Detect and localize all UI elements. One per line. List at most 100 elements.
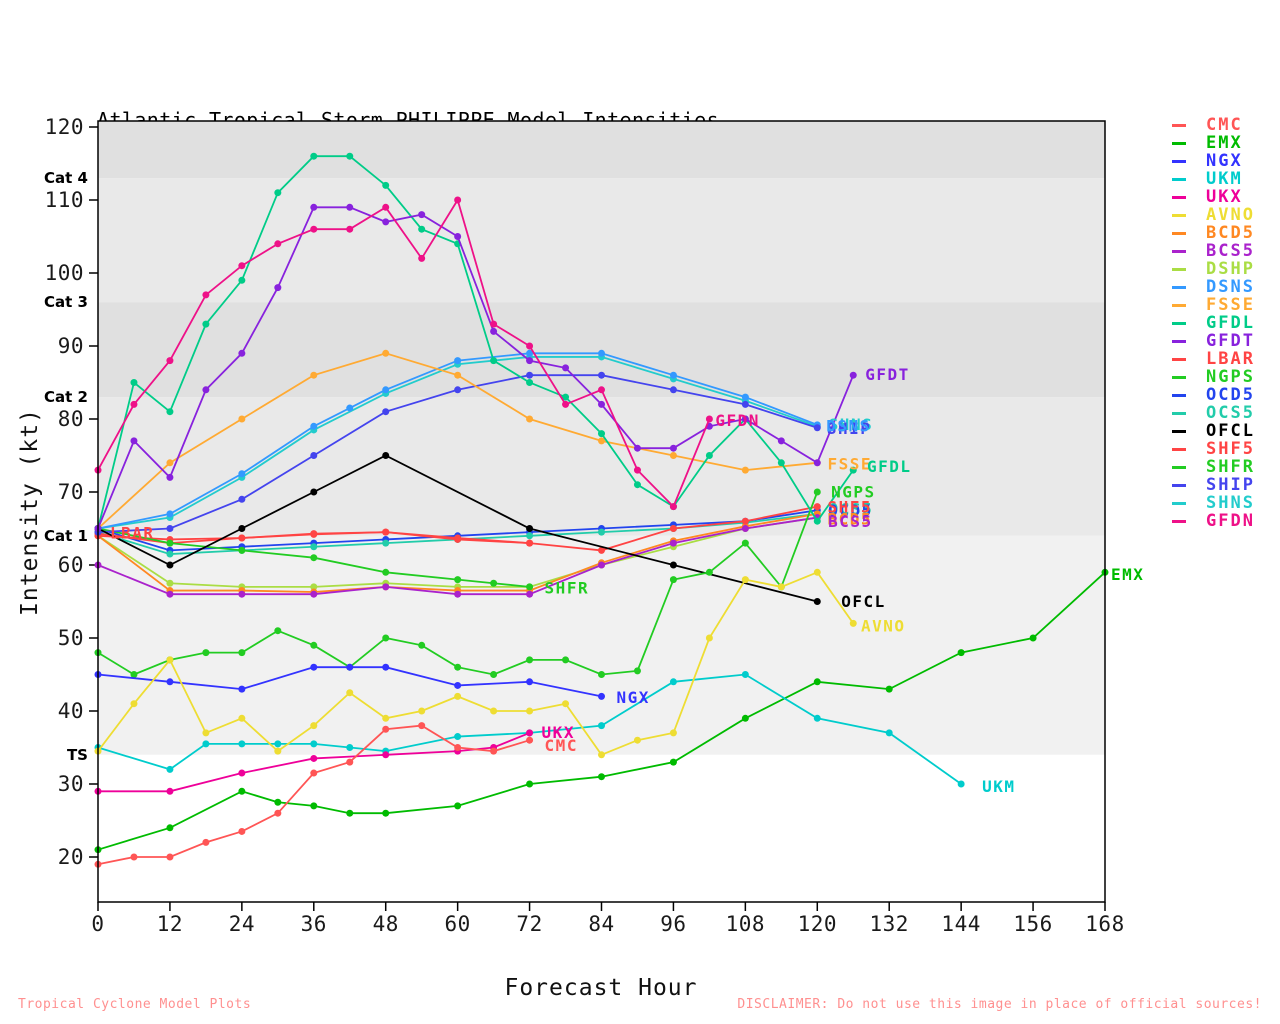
series-point-BCS5	[238, 590, 246, 598]
series-point-AVNO	[526, 707, 534, 715]
series-point-DSNS	[598, 349, 605, 357]
series-point-OFCL	[526, 525, 534, 532]
legend-label: GFDL	[1206, 313, 1255, 333]
x-tick-label: 156	[1013, 912, 1052, 936]
legend-line-swatch-icon	[1172, 357, 1186, 361]
series-point-LBAR	[454, 534, 462, 542]
series-point-LBAR	[382, 528, 390, 536]
legend-line-swatch-icon	[1172, 429, 1186, 433]
legend-label: NGX	[1206, 151, 1243, 171]
series-point-NGPS	[705, 568, 713, 576]
series-point-AVNO	[238, 714, 246, 722]
series-point-SHFR	[382, 568, 390, 576]
series-point-OCS5	[382, 539, 390, 547]
series-point-OCS5	[598, 528, 605, 536]
series-point-EMX	[813, 678, 821, 686]
legend-line-swatch-icon	[1172, 213, 1186, 217]
series-point-AVNO	[454, 692, 462, 700]
series-point-OFCL	[310, 488, 318, 496]
series-point-EMX	[741, 714, 749, 722]
series-point-GFDT	[633, 444, 641, 452]
series-point-SHIP	[454, 386, 462, 394]
series-point-AVNO	[346, 689, 354, 697]
series-point-GFDL	[202, 320, 210, 328]
legend-line-swatch-icon	[1172, 249, 1186, 253]
line-label-OCS5: OCS5	[829, 500, 874, 519]
series-point-EMX	[885, 685, 893, 693]
series-point-AVNO	[274, 747, 282, 755]
series-point-BCS5	[669, 539, 677, 547]
series-point-SHF5	[669, 525, 677, 532]
series-point-GFDT	[741, 415, 749, 423]
series-point-EMX	[238, 787, 246, 795]
series-point-AVNO	[562, 700, 570, 708]
line-label-GFDN: GFDN	[715, 411, 760, 430]
x-tick-label: 132	[869, 912, 908, 936]
category-band-cat2	[98, 302, 1105, 398]
series-point-GFDN	[526, 342, 534, 350]
series-point-GFDN	[633, 466, 641, 474]
series-point-GFDT	[777, 437, 785, 445]
series-point-NGPS	[490, 671, 498, 678]
category-band-cat1	[98, 397, 1105, 536]
legend-line-swatch-icon	[1172, 411, 1186, 415]
series-point-SHIP	[598, 371, 605, 379]
series-point-OCS5	[526, 532, 534, 540]
series-point-CMC	[490, 747, 498, 755]
series-point-FSSE	[310, 371, 318, 379]
x-tick-label: 36	[301, 912, 327, 936]
series-point-GFDL	[633, 481, 641, 489]
series-point-UKM	[274, 740, 282, 748]
legend-item-AVNO: AVNO	[1168, 205, 1255, 225]
series-point-DSNS	[310, 422, 318, 430]
series-point-GFDT	[238, 349, 246, 357]
legend-item-CMC: CMC	[1168, 115, 1255, 135]
series-point-NGX	[346, 663, 354, 671]
series-point-SHIP	[813, 424, 821, 432]
series-point-GFDT	[202, 386, 210, 394]
x-tick-label: 96	[660, 912, 686, 936]
series-point-GFDT	[562, 364, 570, 372]
legend-label: SHNS	[1206, 493, 1255, 513]
series-point-CMC	[238, 827, 246, 835]
series-point-GFDN	[598, 386, 605, 394]
x-tick-label: 48	[373, 912, 399, 936]
series-point-GFDL	[490, 357, 498, 365]
line-label-SHFR: SHFR	[545, 578, 590, 597]
line-label-OCD5: OCD5	[828, 501, 873, 520]
series-point-GFDL	[562, 393, 570, 401]
y-tick-label: 60	[58, 553, 84, 577]
series-point-GFDT	[849, 371, 857, 379]
series-point-CMC	[454, 744, 462, 751]
series-point-GFDT	[382, 218, 390, 226]
legend-item-GFDT: GFDT	[1168, 331, 1255, 351]
legend-label: OCD5	[1206, 385, 1255, 405]
legend-item-LBAR: LBAR	[1168, 349, 1255, 369]
series-point-DSNS	[166, 510, 174, 518]
series-point-UKM	[669, 678, 677, 686]
series-point-EMX	[346, 809, 354, 817]
footer-credit-line1: Tropical Cyclone Model Plots	[18, 997, 252, 1012]
legend-item-SHNS: SHNS	[1168, 493, 1255, 513]
line-label-GFDL: GFDL	[867, 457, 912, 476]
series-point-GFDL	[382, 181, 390, 189]
y-tick-label: 20	[58, 845, 84, 869]
legend-item-SHF5: SHF5	[1168, 439, 1255, 459]
category-label-cat-3: Cat 3	[44, 293, 88, 311]
series-point-CMC	[310, 769, 318, 777]
category-label-cat-2: Cat 2	[44, 388, 88, 406]
legend-label: UKM	[1206, 169, 1243, 189]
line-label-SHNS: SHNS	[829, 415, 874, 434]
series-point-GFDL	[777, 459, 785, 467]
series-point-UKM	[454, 733, 462, 741]
series-point-SHIP	[526, 371, 534, 379]
footer-disclaimer: DISCLAIMER: Do not use this image in pla…	[712, 971, 1262, 1024]
series-point-CMC	[382, 725, 390, 733]
series-line-SHFR	[97, 527, 530, 588]
series-point-GFDN	[669, 503, 677, 511]
series-point-GFDT	[130, 437, 138, 445]
x-tick-label: 84	[588, 912, 614, 936]
series-line-GFDN	[97, 197, 711, 509]
series-point-GFDN	[310, 225, 318, 233]
line-label-EMX: EMX	[1111, 565, 1144, 584]
